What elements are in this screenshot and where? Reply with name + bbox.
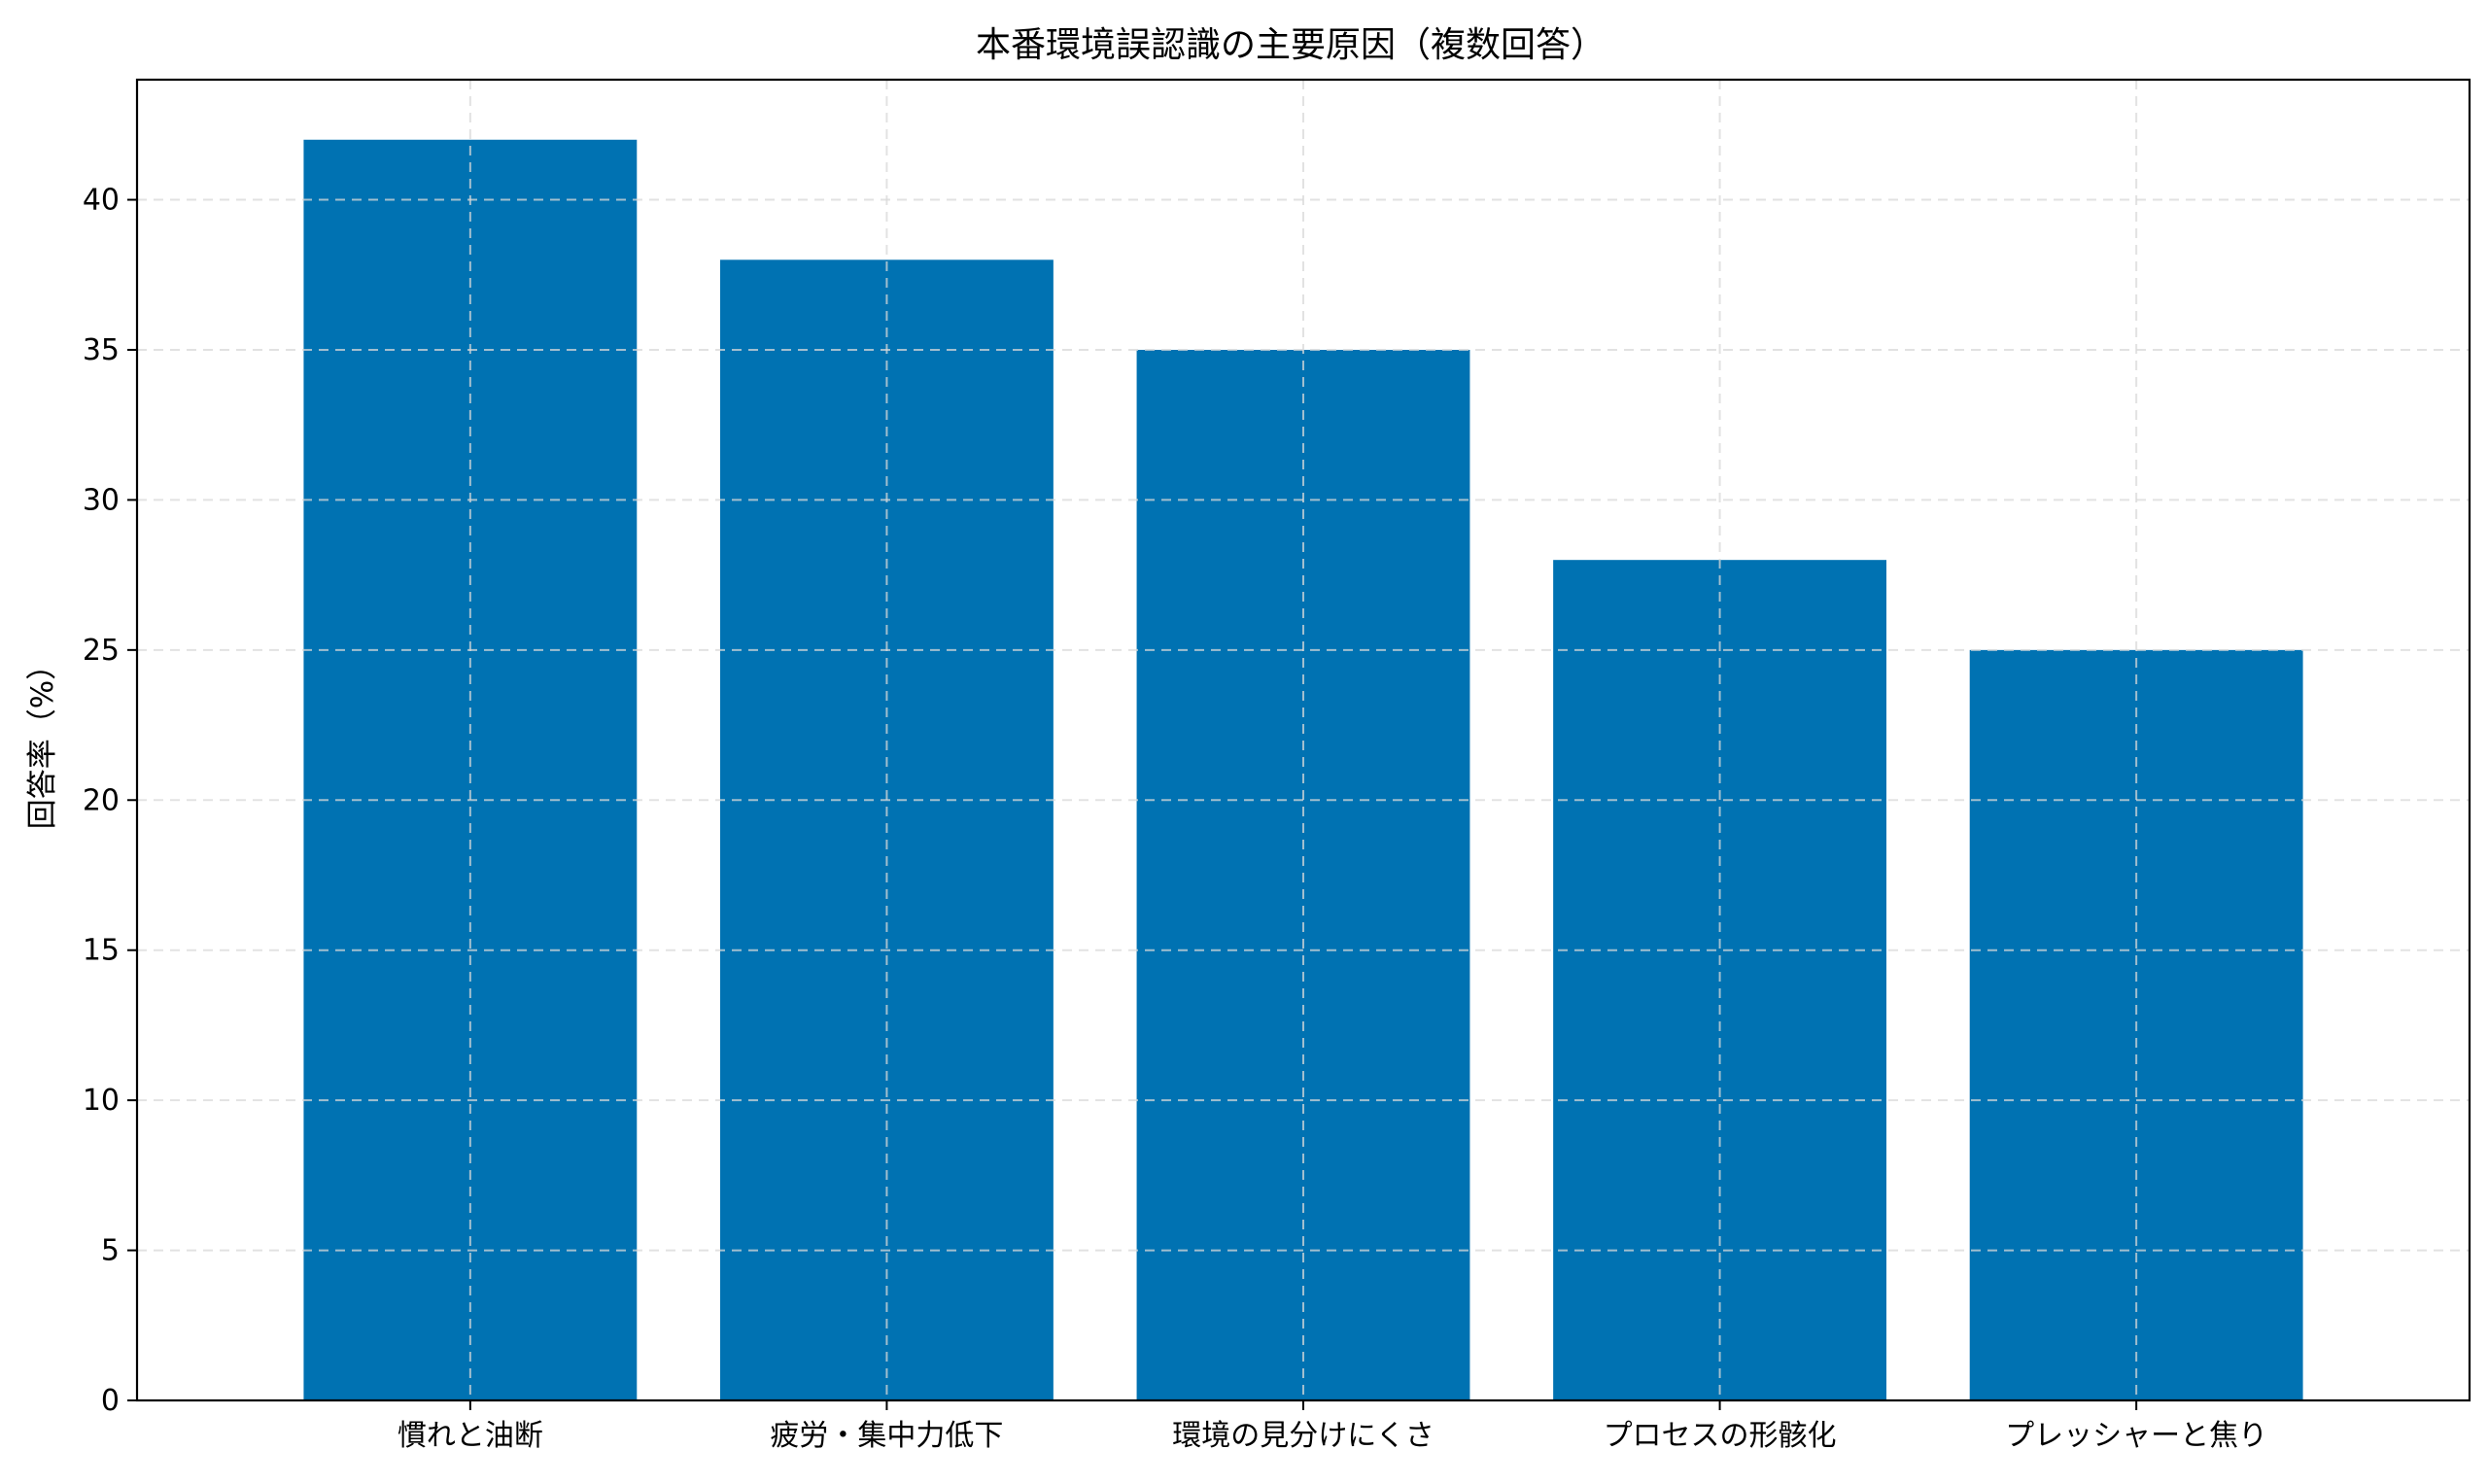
chart-title: 本番環境誤認識の主要原因（複数回答）: [976, 25, 1606, 65]
y-tick-label: 15: [83, 934, 120, 968]
y-tick-label: 5: [101, 1234, 120, 1268]
y-axis-ticks: 0 5 10 15 20 25 30 35 40: [83, 184, 137, 1418]
y-tick-label: 20: [83, 783, 120, 817]
plot-frame: [135, 78, 2471, 1402]
x-tick-label: 環境の見分けにくさ: [1172, 1419, 1434, 1453]
y-tick-label: 0: [101, 1384, 120, 1418]
y-tick-label: 30: [83, 483, 120, 517]
x-tick-label: プロセスの形骸化: [1604, 1419, 1837, 1453]
x-tick-label: プレッシャーと焦り: [2005, 1419, 2267, 1453]
y-tick-label: 10: [83, 1084, 120, 1118]
y-axis-label: 回答率（%）: [25, 650, 60, 829]
x-tick-label: 慣れと油断: [397, 1419, 543, 1453]
x-tick-label: 疲労・集中力低下: [770, 1419, 1003, 1453]
y-tick-label: 35: [83, 333, 120, 367]
y-tick-label: 25: [83, 634, 120, 668]
x-axis-ticks: 慣れと油断 疲労・集中力低下 環境の見分けにくさ プロセスの形骸化 プレッシャーと焦り: [397, 1400, 2267, 1453]
grid-lines: [137, 80, 2470, 1400]
y-tick-label: 40: [83, 184, 120, 218]
